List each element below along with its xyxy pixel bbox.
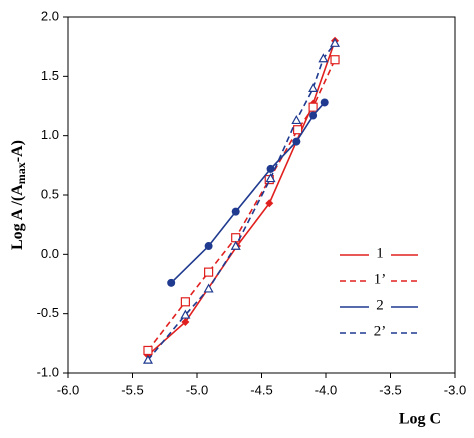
- y-tick-label: 0.0: [41, 246, 59, 261]
- marker: [143, 345, 153, 356]
- x-tick-label: -4.0: [315, 382, 337, 397]
- marker: [230, 240, 241, 250]
- series-line: [147, 40, 336, 356]
- marker: [266, 164, 275, 173]
- marker: [330, 37, 341, 47]
- marker: [142, 354, 153, 364]
- y-tick-label: 2.0: [41, 8, 59, 23]
- marker: [265, 199, 274, 208]
- marker: [180, 297, 190, 307]
- x-tick-label: -6.0: [57, 382, 79, 397]
- marker: [293, 125, 303, 135]
- y-tick-label: -0.5: [37, 305, 59, 320]
- marker: [308, 102, 318, 112]
- y-title-subscript: max: [14, 162, 28, 184]
- marker: [181, 317, 190, 326]
- marker: [204, 242, 213, 251]
- marker: [308, 82, 319, 93]
- marker: [265, 173, 276, 183]
- x-tick-label: -4.5: [250, 382, 272, 397]
- marker: [320, 98, 329, 107]
- marker: [180, 309, 191, 319]
- y-axis-title: Log A /(Amax-A): [9, 140, 28, 250]
- y-tick-label: 1.5: [41, 68, 59, 83]
- legend-label: 1’: [374, 271, 387, 287]
- y-title-part: -A): [9, 140, 26, 162]
- y-tick-label: 1.0: [41, 127, 59, 142]
- y-tick-label: 0.5: [41, 186, 59, 201]
- legend-label: 2: [376, 297, 384, 313]
- marker: [292, 137, 301, 146]
- x-tick-label: -3.0: [444, 382, 466, 397]
- legend-label: 1: [376, 245, 384, 261]
- x-tick-label: -5.0: [186, 382, 208, 397]
- x-tick-label: -5.5: [121, 382, 143, 397]
- marker: [309, 111, 318, 120]
- x-tick-label: -3.5: [379, 382, 401, 397]
- marker: [330, 55, 340, 65]
- series-line: [147, 42, 336, 361]
- marker: [291, 115, 302, 125]
- marker: [318, 53, 329, 63]
- marker: [167, 278, 176, 287]
- marker: [231, 207, 240, 216]
- marker: [204, 267, 214, 277]
- y-title-part: Log A /(A: [9, 184, 26, 250]
- marker: [203, 283, 214, 293]
- y-tick-label: -1.0: [37, 364, 59, 379]
- legend-label: 2’: [374, 323, 387, 339]
- x-axis-title: Log C: [399, 411, 441, 428]
